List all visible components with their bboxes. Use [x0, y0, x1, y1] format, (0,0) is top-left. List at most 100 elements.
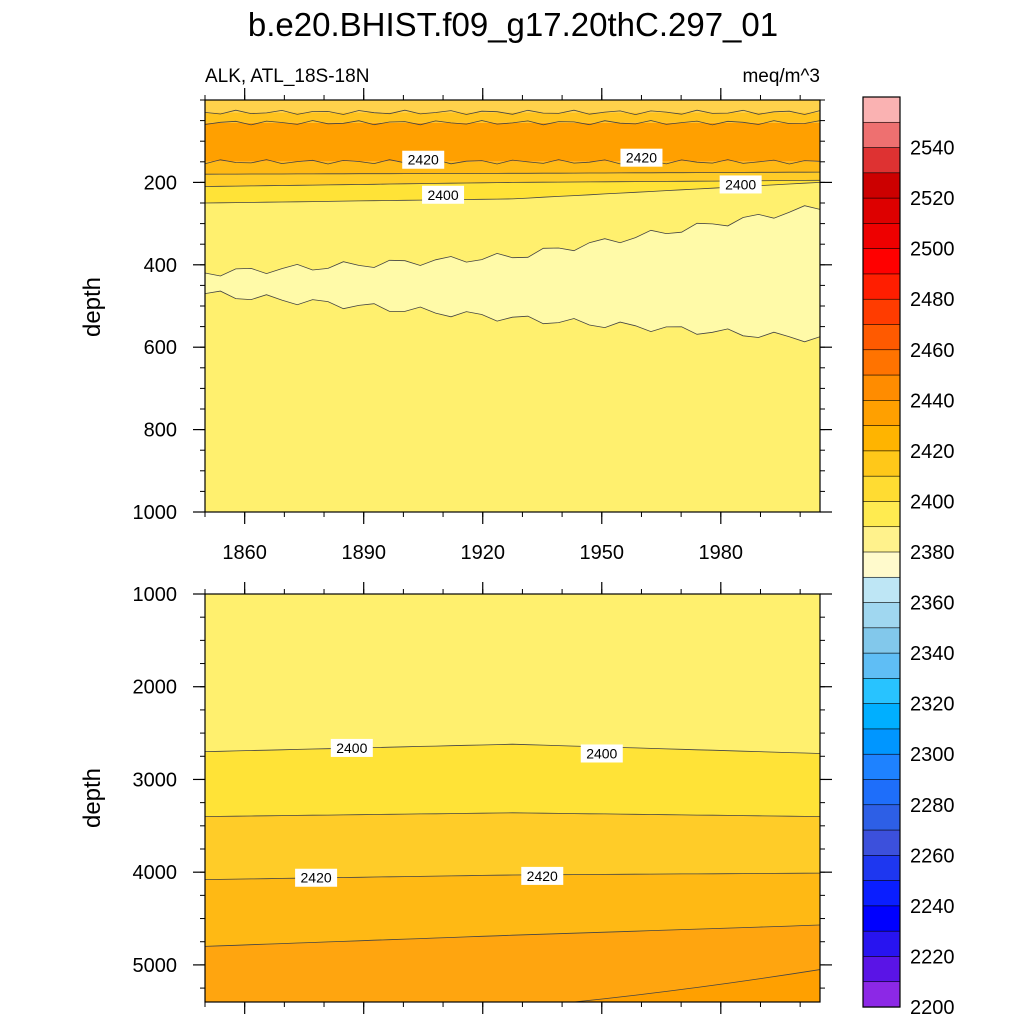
colorbar-box	[862, 627, 901, 654]
lower-band-2435	[205, 925, 820, 1002]
colorbar-box	[862, 475, 901, 503]
colorbar-label: 2320	[910, 694, 955, 716]
lower-ylabel: depth	[79, 768, 106, 828]
colorbar-label: 2420	[910, 441, 955, 463]
lower-band-2415	[205, 812, 820, 880]
colorbar-box	[862, 551, 901, 578]
lower-ytick-label: 2000	[133, 677, 178, 699]
colorbar-label: 2220	[910, 946, 955, 968]
upper-contour-label: 2400	[422, 185, 465, 204]
colorbar-box	[862, 829, 901, 856]
colorbar-box	[862, 804, 901, 831]
colorbar-box	[862, 172, 901, 199]
colorbar-label: 2540	[910, 138, 955, 160]
lower-contour-label: 2420	[521, 866, 564, 885]
upper-contour-label: 2400	[719, 175, 762, 194]
lower-contour-line	[205, 743, 820, 754]
colorbar-label: 2200	[910, 997, 955, 1019]
upper-band-2410	[205, 100, 820, 113]
upper-ylabel: depth	[79, 277, 106, 337]
lower-ytick-label: 5000	[133, 955, 178, 977]
upper-contour-label-text: 2400	[725, 176, 756, 192]
lower-contour-label-text: 2400	[336, 740, 367, 756]
colorbar-box	[862, 779, 901, 806]
colorbar-label: 2380	[910, 542, 955, 564]
colorbar-box	[862, 930, 901, 958]
lower-deep-region	[573, 969, 820, 1002]
colorbar-box	[862, 576, 901, 604]
colorbar-box	[862, 374, 901, 401]
lower-contour-label-text: 2420	[301, 870, 332, 886]
colorbar-box	[862, 703, 901, 730]
upper-contour-label-text: 2400	[427, 187, 458, 203]
colorbar-box	[862, 956, 901, 983]
upper-band-2415	[205, 172, 820, 187]
colorbar-label: 2520	[910, 188, 955, 210]
chart-title: b.e20.BHIST.f09_g17.20thC.297_01	[248, 6, 778, 43]
upper-band-2425	[205, 161, 820, 175]
upper-contour-line	[205, 179, 820, 187]
colorbar-box	[862, 197, 901, 224]
colorbar-box	[862, 855, 901, 882]
upper-contour-line	[205, 171, 820, 175]
colorbar-box	[862, 526, 901, 553]
upper-band-2440	[205, 122, 820, 162]
colorbar-box	[862, 981, 901, 1008]
upper-contour-line	[205, 159, 820, 165]
lower-contour-label: 2420	[295, 868, 338, 887]
colorbar-box	[862, 652, 901, 679]
colorbar: 2540 2520 2500 2480 2460 2440 2420 2400 2380 2360…	[862, 96, 955, 1019]
colorbar-label: 2360	[910, 593, 955, 615]
colorbar-box	[862, 602, 901, 629]
lower-frame	[204, 593, 821, 1003]
colorbar-label: 2240	[910, 896, 955, 918]
colorbar-box	[862, 349, 901, 376]
colorbar-box	[862, 728, 901, 755]
upper-ytick-label: 1000	[133, 502, 178, 524]
lower-contour-label: 2400	[330, 738, 373, 757]
upper-contour-label: 2420	[620, 148, 663, 167]
lower-ytick-label: 1000	[133, 584, 178, 606]
colorbar-label: 2400	[910, 491, 955, 513]
upper-ytick-label: 400	[144, 255, 177, 277]
upper-band-2420	[205, 112, 820, 123]
left-string: ALK, ATL_18S-18N	[205, 66, 369, 87]
lower-band-2425	[205, 873, 820, 947]
upper-xtick-label: 1890	[341, 542, 386, 564]
colorbar-label: 2440	[910, 390, 955, 412]
colorbar-box	[862, 753, 901, 781]
colorbar-box	[862, 425, 901, 452]
upper-contour-line	[205, 182, 820, 204]
colorbar-box	[862, 298, 901, 326]
colorbar-box	[862, 96, 901, 123]
lower-ytick-label: 4000	[133, 862, 178, 884]
colorbar-box	[862, 324, 901, 351]
upper-low-region	[205, 205, 820, 343]
lower-ytick-label: 3000	[133, 769, 178, 791]
colorbar-box	[862, 121, 901, 149]
lower-band-2395	[205, 594, 820, 754]
colorbar-box	[862, 147, 901, 174]
colorbar-label: 2300	[910, 744, 955, 766]
colorbar-label: 2280	[910, 795, 955, 817]
lower-contour-line	[205, 924, 820, 947]
colorbar-label: 2340	[910, 643, 955, 665]
colorbar-label: 2260	[910, 845, 955, 867]
colorbar-box	[862, 273, 901, 300]
lower-band-2405	[205, 744, 820, 817]
colorbar-label: 2480	[910, 289, 955, 311]
lower-contour-label-text: 2400	[586, 745, 617, 761]
colorbar-box	[862, 678, 901, 705]
colorbar-frame	[862, 96, 901, 1008]
units-string: meq/m^3	[742, 66, 820, 87]
upper-xtick-label: 1950	[580, 542, 625, 564]
lower-panel: 1000 2000 3000 4000 5000 2400 2400 2420 2420	[133, 582, 832, 1014]
upper-contour-line	[205, 109, 820, 116]
colorbar-box	[862, 248, 901, 275]
upper-xtick-label: 1920	[460, 542, 505, 564]
upper-ytick-label: 600	[144, 337, 177, 359]
colorbar-label: 2500	[910, 239, 955, 261]
upper-contour-label-text: 2420	[626, 150, 657, 166]
upper-panel: 200 400 600 800 1000 1860 1890 1920 1950 1980 2420…	[133, 88, 832, 564]
